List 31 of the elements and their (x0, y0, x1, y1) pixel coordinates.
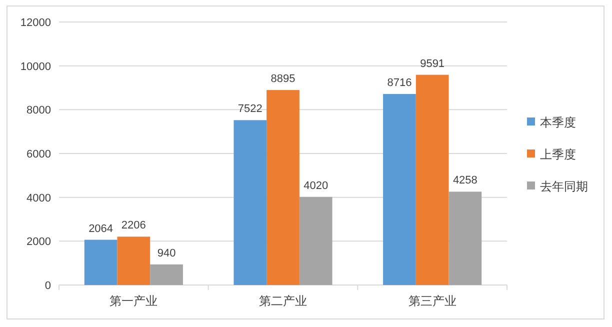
bar (150, 264, 183, 285)
y-tick-label: 2000 (26, 236, 51, 248)
data-label: 7522 (238, 103, 262, 116)
bar (84, 240, 118, 285)
y-tick-label: 8000 (26, 104, 51, 117)
x-tick-label: 第三产业 (408, 294, 456, 308)
data-label: 9591 (420, 58, 445, 70)
data-label: 4258 (452, 174, 478, 187)
legend-label: 去年同期 (540, 180, 588, 194)
data-label: 8716 (387, 76, 412, 89)
legend-label: 上季度 (540, 148, 576, 162)
data-label: 4020 (304, 180, 328, 192)
x-tick-label: 第二产业 (259, 294, 307, 308)
bar (117, 236, 150, 285)
bar (383, 94, 416, 285)
y-tick-label: 10000 (20, 60, 51, 73)
y-tick-label: 12000 (20, 17, 51, 29)
y-tick-label: 4000 (26, 192, 51, 204)
data-label: 2206 (121, 220, 146, 232)
bar (448, 192, 482, 285)
bar (416, 74, 449, 285)
bar (234, 120, 267, 285)
y-tick-label: 0 (44, 280, 51, 292)
y-tick-label: 6000 (26, 148, 51, 160)
data-label: 940 (157, 247, 176, 260)
bar (266, 90, 300, 285)
x-tick-label: 第一产业 (110, 294, 158, 308)
legend-label: 本季度 (540, 116, 576, 130)
data-label: 8895 (270, 73, 296, 86)
data-label: 2064 (88, 222, 114, 235)
bar (299, 196, 332, 285)
